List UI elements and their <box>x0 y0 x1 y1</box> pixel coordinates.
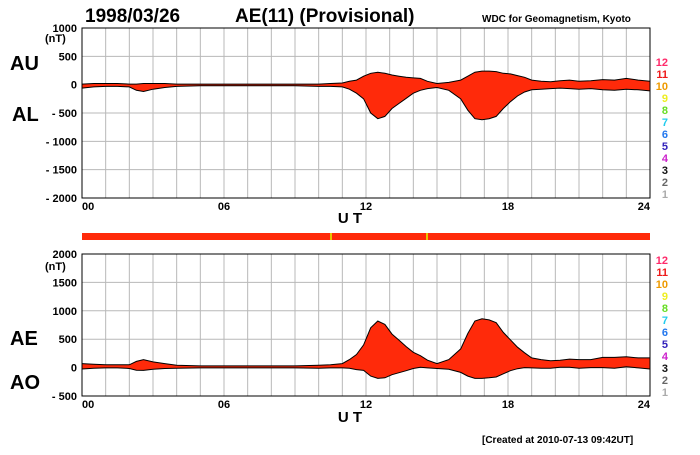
panel1-upper-label: AU <box>10 53 39 75</box>
series-band-AE-AO <box>82 318 650 379</box>
legend-entry: 9 <box>662 291 668 303</box>
legend-entry: 12 <box>656 57 668 69</box>
y-tick-label: 1500 <box>53 277 77 289</box>
y-tick-label: 500 <box>59 334 77 346</box>
x-tick-label: 18 <box>502 201 514 213</box>
x-tick-label: 00 <box>82 399 94 411</box>
legend-entry: 11 <box>656 69 668 81</box>
x-tick-label: 18 <box>502 399 514 411</box>
y-tick-label: 0 <box>71 363 77 375</box>
legend-entry: 1 <box>662 189 668 201</box>
x-tick-label: 24 <box>638 399 651 411</box>
plot-frame <box>81 253 651 397</box>
legend-entry: 10 <box>656 279 668 291</box>
legend-entry: 4 <box>662 351 669 363</box>
panel-2: 2000 1500 1000 500 0 - 500 00 06 12 18 24 <box>52 249 651 411</box>
legend-entry: 10 <box>656 81 668 93</box>
legend-entry: 2 <box>662 177 668 189</box>
data-credit: WDC for Geomagnetism, Kyoto <box>482 14 631 25</box>
y-tick-label: - 500 <box>52 108 77 120</box>
x-tick-label: 00 <box>82 201 94 213</box>
plot-frame <box>81 27 651 199</box>
panel2-xlabel: U T <box>338 409 362 426</box>
legend-entry: 6 <box>662 327 668 339</box>
legend-entry: 12 <box>656 255 668 267</box>
series-line-AL <box>81 85 651 121</box>
y-tick-label: - 1500 <box>46 165 77 177</box>
panel2-unit-label: (nT) <box>45 261 66 273</box>
y-tick-label: 0 <box>71 80 77 92</box>
legend-entry: 3 <box>662 363 668 375</box>
coverage-mark <box>330 233 332 240</box>
x-tick-label: 12 <box>360 399 372 411</box>
y-tick-label: - 2000 <box>46 193 77 205</box>
legend-entry: 7 <box>662 315 668 327</box>
x-tick-label: 06 <box>218 399 230 411</box>
panel2-upper-label: AE <box>10 328 38 350</box>
y-tick-label: 2000 <box>53 249 77 261</box>
created-stamp: [Created at 2010-07-13 09:42UT] <box>482 435 633 446</box>
y-tick-label: 1000 <box>53 23 77 35</box>
legend-entry: 8 <box>662 303 668 315</box>
panel2-lower-label: AO <box>10 372 40 394</box>
chart-date: 1998/03/26 <box>85 6 180 27</box>
x-tick-label: 06 <box>218 201 230 213</box>
y-tick-label: - 500 <box>52 391 77 403</box>
y-tick-label: - 1000 <box>46 136 77 148</box>
series-band-AU-AL <box>82 71 650 120</box>
legend-entry: 2 <box>662 375 668 387</box>
legend-entry: 3 <box>662 165 668 177</box>
legend-entry: 1 <box>662 387 668 399</box>
panel-1: 1000 500 0 - 500 - 1000 - 1500 - 2000 00 06 12 18 2… <box>46 23 651 213</box>
series-line-AO <box>81 366 651 379</box>
legend-entry: 7 <box>662 117 668 129</box>
legend-entry: 8 <box>662 105 668 117</box>
legend-entry: 6 <box>662 129 668 141</box>
x-tick-label: 12 <box>360 201 372 213</box>
legend-entry: 5 <box>662 339 668 351</box>
legend-entry: 5 <box>662 141 668 153</box>
legend-entry: 11 <box>656 267 668 279</box>
panel1-xlabel: U T <box>338 210 362 227</box>
coverage-bar <box>82 233 650 240</box>
legend-entry: 4 <box>662 153 669 165</box>
legend-entry: 9 <box>662 93 668 105</box>
panel1-unit-label: (nT) <box>45 33 66 45</box>
series-line-AE <box>81 318 650 367</box>
y-tick-label: 1000 <box>53 306 77 318</box>
y-tick-label: 500 <box>59 51 77 63</box>
coverage-mark <box>426 233 428 240</box>
x-tick-label: 24 <box>638 201 651 213</box>
panel1-lower-label: AL <box>12 104 39 126</box>
chart-title: AE(11) (Provisional) <box>235 6 415 27</box>
series-line-AU <box>81 70 651 85</box>
